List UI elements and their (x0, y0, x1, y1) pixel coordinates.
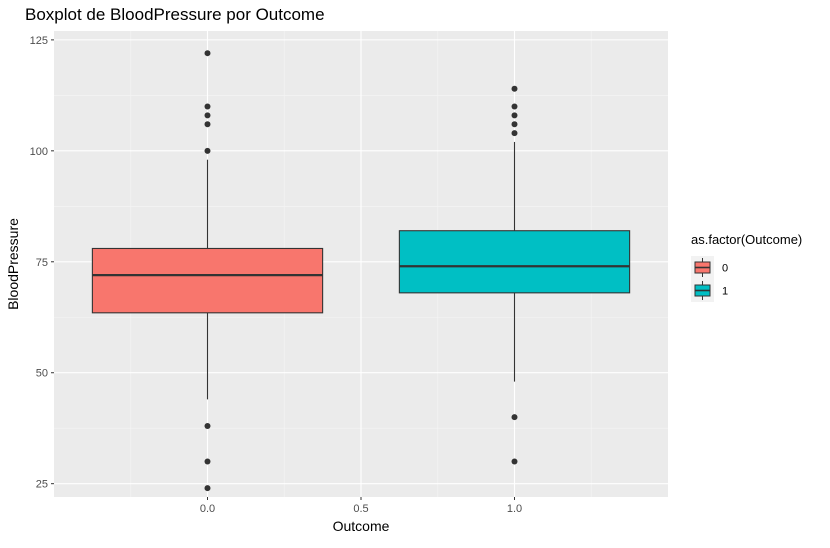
outlier-point (204, 458, 211, 465)
legend-title: as.factor(Outcome) (691, 232, 802, 247)
y-axis-title: BloodPressure (5, 218, 21, 310)
outlier-point (204, 422, 211, 429)
outlier-point (511, 103, 518, 110)
box-group-0 (91, 50, 324, 492)
box-body (91, 247, 324, 314)
outlier-point (204, 485, 211, 492)
x-tick-label: 0.5 (353, 503, 368, 515)
legend-items: 01 (691, 256, 728, 302)
boxes-layer (91, 50, 631, 492)
outlier-point (204, 147, 211, 154)
x-axis-title: Outcome (333, 518, 390, 534)
outlier-point (511, 458, 518, 465)
x-axis: 0.0 0.5 1.0 (200, 497, 522, 515)
legend-label: 1 (722, 286, 728, 298)
outlier-point (511, 121, 518, 128)
y-tick-label: 100 (30, 146, 48, 158)
legend-label: 0 (722, 263, 728, 275)
chart-title: Boxplot de BloodPressure por Outcome (25, 5, 325, 24)
outlier-point (204, 50, 211, 57)
outlier-point (511, 85, 518, 92)
y-tick-label: 75 (36, 257, 48, 269)
y-tick-label: 125 (30, 35, 48, 47)
outlier-point (204, 121, 211, 128)
outlier-point (511, 130, 518, 137)
outlier-point (204, 103, 211, 110)
y-axis: 25 50 75 100 125 (30, 35, 54, 491)
box-body (398, 230, 631, 294)
legend-item-1: 1 (691, 279, 728, 302)
x-tick-label: 1.0 (507, 503, 522, 515)
outlier-point (511, 112, 518, 119)
x-tick-label: 0.0 (200, 503, 215, 515)
y-tick-label: 25 (36, 479, 48, 491)
outlier-point (204, 112, 211, 119)
y-tick-label: 50 (36, 368, 48, 380)
outlier-point (511, 414, 518, 421)
box-group-1 (398, 85, 631, 465)
legend: as.factor(Outcome) 01 (691, 232, 802, 302)
legend-item-0: 0 (691, 256, 728, 279)
